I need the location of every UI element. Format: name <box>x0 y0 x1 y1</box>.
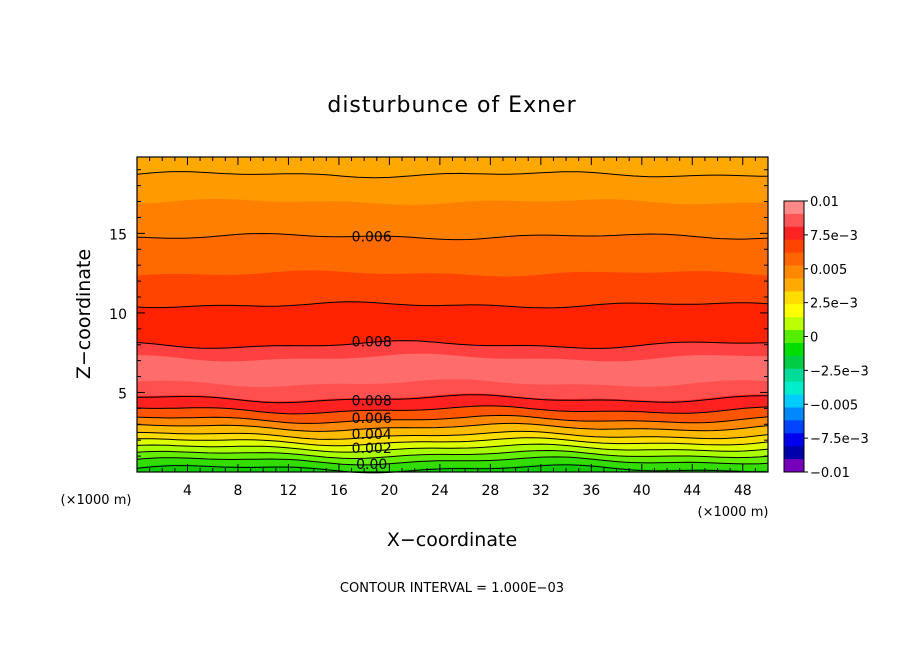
contour-label: 0.00 <box>356 457 387 473</box>
contour-line <box>136 422 769 432</box>
x-tick-label: 16 <box>330 483 348 499</box>
colorbar-segment <box>784 213 804 228</box>
x-unit-left: (×1000 m) <box>61 493 132 508</box>
y-axis-label: Z−coordinate <box>73 249 95 379</box>
contour-line <box>136 430 769 440</box>
field-band <box>136 269 769 309</box>
colorbar <box>784 201 804 473</box>
x-tick-label: 8 <box>233 483 242 499</box>
contour-lines <box>136 171 769 474</box>
y-axis-ticks: 5 10 15 <box>109 169 768 457</box>
contour-line <box>136 405 769 415</box>
colorbar-segment <box>784 239 804 254</box>
contour-line <box>136 232 769 241</box>
contour-line <box>136 414 769 424</box>
colorbar-segment <box>784 330 804 344</box>
x-tick-label: 32 <box>532 483 550 499</box>
field-band <box>136 198 769 240</box>
colorbar-tick-label: 0 <box>810 331 818 346</box>
x-tick-label: 12 <box>280 483 298 499</box>
colorbar-segment <box>784 381 804 396</box>
colorbar-tick-label: −0.01 <box>810 466 850 481</box>
colorbar-segment <box>784 201 804 215</box>
x-tick-label: 48 <box>734 483 752 499</box>
colorbar-segment <box>784 433 804 447</box>
contour-interval-note: CONTOUR INTERVAL = 1.000E−03 <box>340 581 564 596</box>
colorbar-segment <box>784 420 804 434</box>
y-tick-label: 15 <box>109 227 127 243</box>
colorbar-segment <box>784 291 804 305</box>
colorbar-segment <box>784 226 804 241</box>
x-tick-label: 24 <box>431 483 449 499</box>
contour-label: 0.008 <box>352 393 392 409</box>
x-tick-label: 36 <box>582 483 600 499</box>
contour-line <box>136 301 769 309</box>
colorbar-segment <box>784 459 804 473</box>
contour-line <box>136 171 769 179</box>
contour-label: 0.002 <box>352 441 392 457</box>
colorbar-segment <box>784 446 804 460</box>
colorbar-tick-label: 0.005 <box>810 263 847 278</box>
chart-title: disturbunce of Exner <box>327 93 576 118</box>
x-tick-label: 20 <box>380 483 398 499</box>
field-band <box>136 301 769 349</box>
colorbar-segment <box>784 342 804 357</box>
contour-label: 0.008 <box>352 335 392 351</box>
colorbar-segment <box>784 355 804 370</box>
contour-line <box>136 456 769 466</box>
colorbar-segment <box>784 278 804 292</box>
y-tick-label: 5 <box>118 386 127 402</box>
colorbar-tick-label: −0.005 <box>810 398 858 413</box>
x-tick-label: 40 <box>633 483 651 499</box>
contour-label: 0.006 <box>352 411 392 427</box>
x-tick-label: 44 <box>683 483 701 499</box>
contour-line <box>136 340 769 349</box>
contour-label: 0.006 <box>352 230 392 246</box>
colorbar-tick-label: 2.5e−3 <box>810 297 858 312</box>
heatmap-field <box>136 156 769 473</box>
colorbar-segment <box>784 317 804 331</box>
x-axis-ticks: 4 8 12 16 20 24 28 32 36 40 44 48 <box>149 157 756 499</box>
colorbar-segment <box>784 252 804 267</box>
colorbar-tick-label: −2.5e−3 <box>810 364 869 379</box>
colorbar-tick-label: 7.5e−3 <box>810 229 858 244</box>
contour-line <box>136 437 769 447</box>
colorbar-tick-label: −7.5e−3 <box>810 432 869 447</box>
contour-line <box>137 394 768 404</box>
colorbar-segment <box>784 368 804 383</box>
colorbar-segment <box>784 407 804 421</box>
x-axis-label: X−coordinate <box>387 529 517 551</box>
x-tick-label: 28 <box>481 483 499 499</box>
colorbar-tick-label: 0.01 <box>810 195 839 210</box>
contour-line <box>136 449 769 459</box>
colorbar-segment <box>784 304 804 318</box>
contour-label: 0.004 <box>352 427 392 443</box>
y-tick-label: 10 <box>109 307 127 323</box>
x-tick-label: 4 <box>183 483 192 499</box>
colorbar-segment <box>784 265 804 279</box>
colorbar-ticks: 0.01 7.5e−3 0.005 2.5e−3 0 −2.5e−3 −0.005 −7.5e… <box>804 195 869 481</box>
x-unit-right: (×1000 m) <box>698 505 769 520</box>
colorbar-segment <box>784 394 804 408</box>
contour-line <box>136 443 769 453</box>
